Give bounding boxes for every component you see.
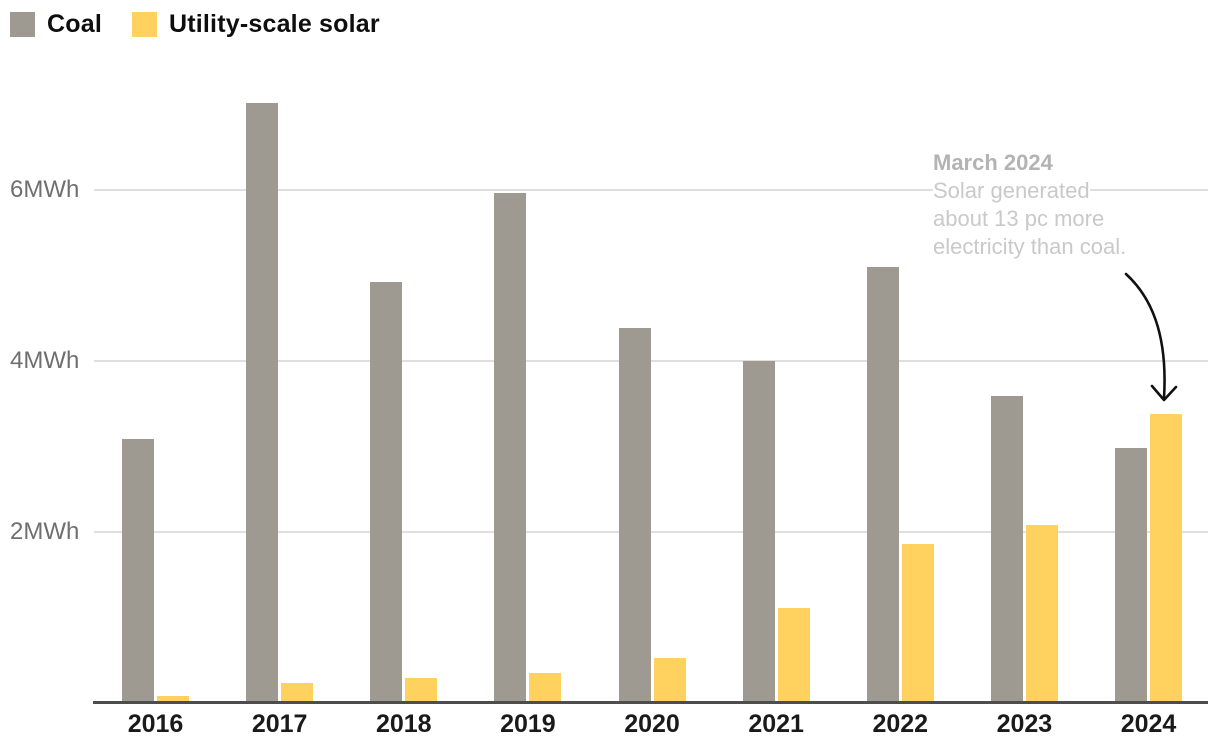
legend: Coal Utility-scale solar [10,10,380,39]
bar-utility-scale-solar-2024 [1150,414,1182,703]
x-tick-label-2021: 2021 [748,710,804,738]
legend-label: Coal [47,10,102,38]
bar-utility-scale-solar-2021 [777,608,810,703]
y-tick-label: 4MWh [10,347,80,374]
x-tick-label-2016: 2016 [127,710,184,738]
legend-label: Utility-scale solar [168,10,380,38]
legend-item-coal: Coal [10,10,102,39]
bar-coal-2024 [1115,448,1147,703]
bar-coal-2021 [742,361,775,703]
bar-utility-scale-solar-2018 [405,678,438,703]
bar-utility-scale-solar-2023 [1025,525,1058,703]
bar-utility-scale-solar-2019 [529,673,562,703]
y-tick-label: 2MWh [10,518,80,545]
bar-coal-2017 [246,102,279,703]
x-tick-label-2023: 2023 [996,710,1053,738]
bar-coal-2020 [618,327,651,703]
x-tick-label-2017: 2017 [251,710,308,738]
bar-utility-scale-solar-2020 [653,657,686,703]
gridline-6 [94,189,1208,191]
x-tick-label-2019: 2019 [500,710,556,738]
annotation-line: about 13 pc more [933,205,1203,233]
bar-coal-2022 [866,266,899,703]
annotation-line-text: electricity than coal. [933,233,1127,261]
x-tick-label-2020: 2020 [624,710,680,738]
y-tick-label: 6MWh [10,176,80,203]
bar-utility-scale-solar-2017 [281,683,314,703]
annotation-line: electricity than coal. [933,233,1203,261]
annotation-title: March 2024 [933,149,1203,177]
x-tick-label-2024: 2024 [1120,710,1177,738]
x-tick-label-2022: 2022 [872,710,929,738]
legend-swatch-icon [10,12,35,37]
legend-swatch-icon [131,12,157,37]
annotation-title-text: March 2024 [933,149,1053,177]
annotation: March 2024 Solar generated about 13 pc m… [933,149,1203,261]
annotation-line: Solar generated [933,177,1203,205]
bar-utility-scale-solar-2022 [901,543,934,703]
bar-coal-2016 [122,438,154,703]
gridline-2 [94,531,1208,533]
gridline-4 [94,360,1208,362]
bar-coal-2023 [990,396,1023,703]
bar-coal-2018 [370,282,403,703]
x-axis-line [93,701,1208,704]
bar-coal-2019 [494,193,527,703]
annotation-line-text: Solar generated [933,177,1090,205]
annotation-line-text: about 13 pc more [933,205,1105,233]
legend-item-utility-scale-solar: Utility-scale solar [131,10,380,39]
bar-utility-scale-solar-2016 [157,696,189,703]
x-tick-label-2018: 2018 [375,710,432,738]
